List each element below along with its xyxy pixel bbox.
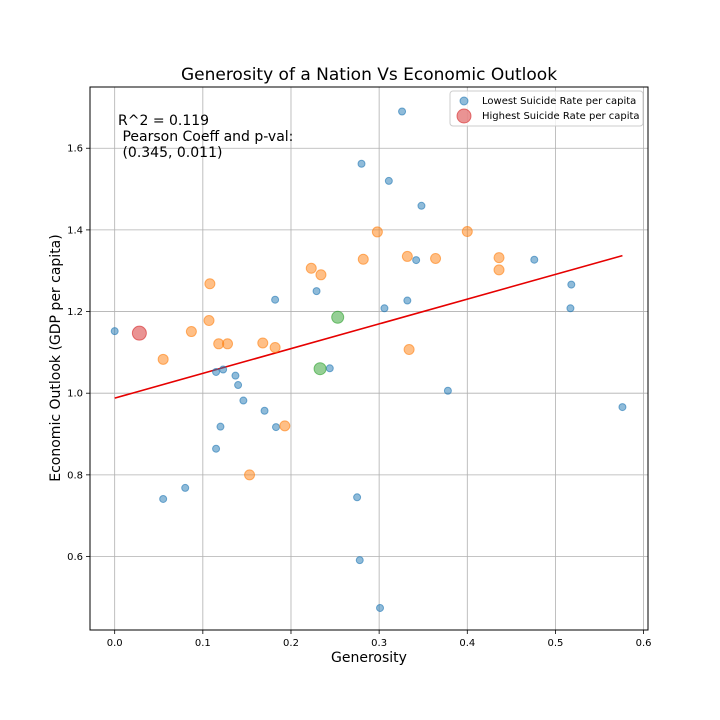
grid-lines [90,87,648,630]
data-point [157,353,169,365]
data-point [272,423,280,432]
regression-line-layer [114,254,623,399]
data-point [212,444,221,453]
data-point [269,341,281,353]
y-tick-label: 1.6 [67,144,83,155]
data-point [357,159,366,168]
data-point [231,371,240,380]
data-point [380,304,389,313]
data-point [219,365,228,374]
data-point [566,304,575,313]
data-point [239,396,248,405]
y-tick-label: 0.6 [67,552,83,563]
regression-line [114,254,623,399]
y-tick-label: 1.0 [67,389,83,400]
data-point [530,255,539,264]
data-point [257,337,269,349]
data-point [315,269,327,281]
plot-frame [89,86,649,631]
data-point [222,338,234,350]
data-point [401,250,413,262]
data-point [493,264,505,276]
data-point [216,422,225,431]
data-point [618,403,627,412]
y-tick-label: 0.8 [67,470,83,481]
data-point [313,362,327,376]
data-points [110,107,627,612]
data-point [371,226,383,238]
x-axis-ticks: 0.0 0.1 0.2 0.3 0.4 0.5 0.6 [107,630,652,649]
legend-label-lowest: Lowest Suicide Rate per capita [482,96,636,107]
data-point [353,493,362,502]
data-point [234,381,243,390]
x-axis-title: Generosity [331,650,407,666]
data-point [357,253,369,265]
data-point [312,287,321,296]
chart-title: Generosity of a Nation Vs Economic Outlo… [181,65,557,85]
x-tick-label: 0.5 [547,638,563,649]
data-point [204,278,216,290]
legend-label-highest: Highest Suicide Rate per capita [482,111,640,122]
y-axis-ticks: 0.6 0.8 1.0 1.2 1.4 1.6 [67,144,90,563]
x-tick-label: 0.0 [107,638,123,649]
data-point [331,310,345,324]
data-point [325,364,334,373]
x-tick-label: 0.3 [371,638,387,649]
data-point [110,327,119,336]
legend: Lowest Suicide Rate per capita Highest S… [449,90,644,127]
data-point [403,296,412,305]
y-axis-title: Economic Outlook (GDP per capita) [48,234,64,481]
data-point [443,386,452,395]
data-point [398,107,407,116]
data-point [355,556,364,565]
y-tick-label: 1.4 [67,225,83,236]
data-point [279,420,291,432]
data-point [461,226,473,238]
x-tick-label: 0.6 [636,638,652,649]
data-point [212,367,221,376]
data-point [244,469,256,481]
data-point [384,176,393,185]
data-point [412,256,421,265]
x-tick-label: 0.4 [459,638,475,649]
data-point [159,494,168,503]
annotation-line-1: R^2 = 0.119 [118,113,209,129]
x-tick-label: 0.2 [283,638,299,649]
data-point [376,603,385,612]
annotation-line-3: (0.345, 0.011) [118,145,222,161]
data-point [403,344,415,356]
y-tick-label: 1.2 [67,307,83,318]
data-point [181,483,190,492]
data-point [493,252,505,264]
data-point [203,315,215,327]
legend-marker-lowest [459,96,469,106]
data-point [567,280,576,289]
data-point [305,262,317,274]
data-point [260,406,269,415]
data-point [271,295,280,304]
legend-box [449,90,644,127]
data-point [185,326,197,338]
data-point [131,325,147,341]
data-point [417,201,426,210]
data-point [430,252,442,264]
legend-marker-highest [456,108,472,124]
annotation-line-2: Pearson Coeff and p-val: [118,129,293,145]
x-tick-label: 0.1 [195,638,211,649]
stats-annotation: R^2 = 0.119 Pearson Coeff and p-val: (0.… [118,113,293,161]
